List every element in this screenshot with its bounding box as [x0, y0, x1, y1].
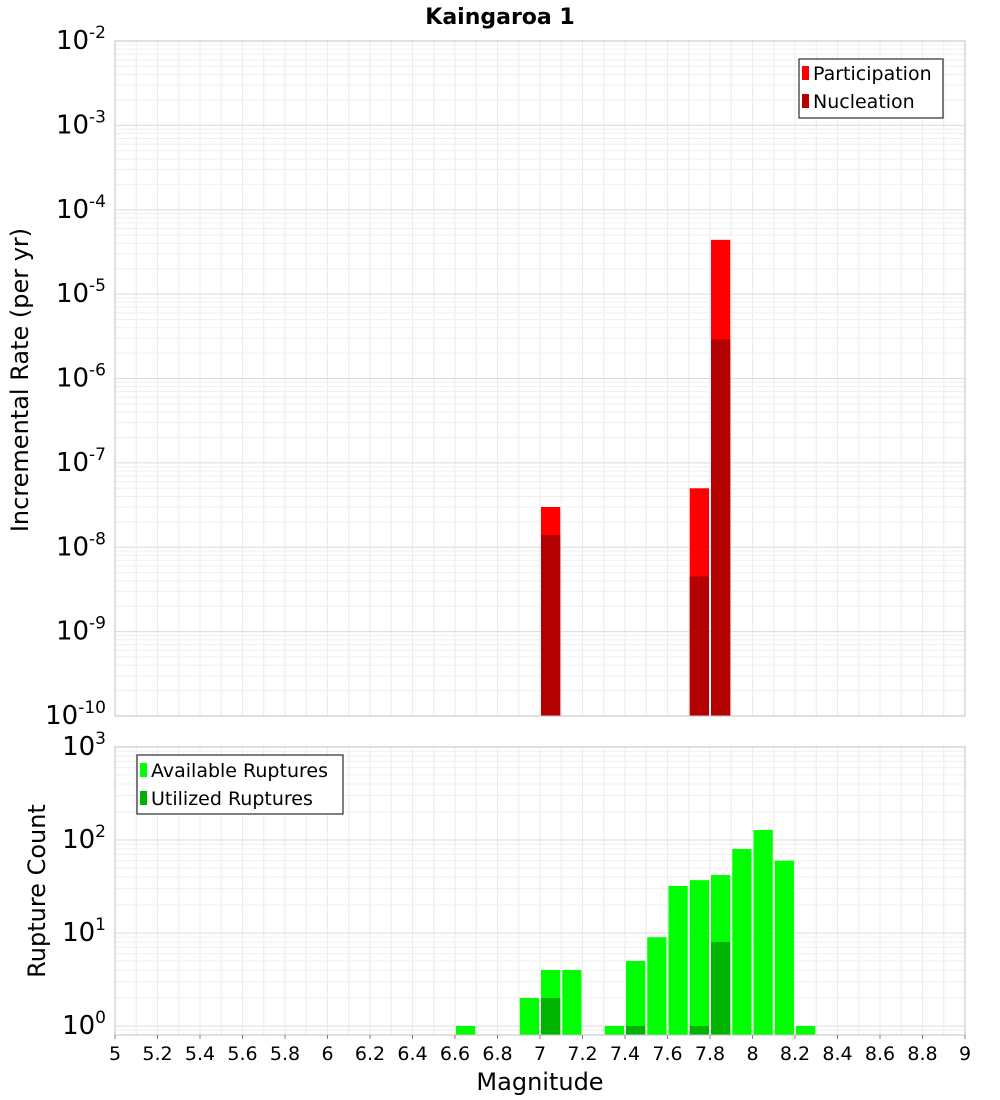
- x-tick-label: 8.4: [822, 1043, 852, 1065]
- count-y-ticks: 100 101 102 103: [62, 729, 106, 1041]
- x-tick-label: 6.2: [355, 1043, 385, 1065]
- legend-label-participation: Participation: [813, 63, 932, 85]
- legend-label-available: Available Ruptures: [151, 760, 328, 782]
- x-tick-label: 6.8: [482, 1043, 512, 1065]
- x-axis-label: Magnitude: [476, 1068, 603, 1096]
- bar-available-ruptures: [732, 849, 752, 1035]
- rate-plot-frame: [114, 40, 966, 717]
- bar-available-ruptures: [774, 860, 794, 1035]
- y-tick-label: 10-10: [45, 698, 106, 731]
- rate-legend: Participation Nucleation: [798, 58, 944, 119]
- bar-available-ruptures: [626, 960, 646, 1035]
- y-tick-label: 10-4: [56, 192, 106, 225]
- y-tick-label: 100: [62, 1008, 106, 1041]
- legend-swatch-utilized: [140, 791, 147, 805]
- y-tick-label: 10-3: [56, 107, 106, 140]
- x-tick-label: 8.8: [907, 1043, 937, 1065]
- bar-available-ruptures: [668, 886, 688, 1035]
- bar-available-ruptures: [456, 1025, 476, 1035]
- x-tick-label: 7: [534, 1043, 546, 1065]
- rate-y-ticks: 10-10 10-9 10-8 10-7 10-6 10-5 10-4 10-3 10-2: [45, 23, 106, 731]
- y-tick-label: 10-8: [56, 529, 106, 562]
- legend-swatch-nucleation: [802, 94, 809, 108]
- bar-utilized-ruptures: [689, 1025, 709, 1035]
- bar-available-ruptures: [604, 1025, 624, 1035]
- y-tick-label: 101: [62, 915, 106, 948]
- x-tick-label: 6.6: [440, 1043, 470, 1065]
- bar-available-ruptures: [796, 1025, 816, 1035]
- x-tick-label: 8.6: [865, 1043, 895, 1065]
- y-tick-label: 10-7: [56, 445, 106, 478]
- x-tick-label: 7.6: [652, 1043, 682, 1065]
- bar-available-ruptures: [519, 997, 539, 1035]
- x-tick-label: 7.4: [610, 1043, 640, 1065]
- x-tick-label: 7.2: [567, 1043, 597, 1065]
- bar-utilized-ruptures: [626, 1025, 646, 1035]
- bar-nucleation: [541, 534, 561, 716]
- y-tick-label: 10-2: [56, 23, 106, 56]
- y-tick-label: 10-5: [56, 276, 106, 309]
- x-tick-label: 8: [746, 1043, 758, 1065]
- bar-nucleation: [711, 339, 731, 716]
- count-legend: Available Ruptures Utilized Ruptures: [136, 754, 344, 815]
- rate-bars: [541, 239, 731, 716]
- count-panel: 100 101 102 103 5 5.2 5.4 5.6 5.8 6 6.2 6.4 6.6 6.8 7…: [23, 729, 971, 1096]
- x-tick-label: 5.2: [142, 1043, 172, 1065]
- legend-swatch-available: [140, 763, 147, 777]
- bar-available-ruptures: [689, 880, 709, 1035]
- x-tick-label: 5.4: [185, 1043, 215, 1065]
- x-tick-label: 8.2: [780, 1043, 810, 1065]
- x-tick-label: 9: [959, 1043, 971, 1065]
- magnitude-x-ticks: 5 5.2 5.4 5.6 5.8 6 6.2 6.4 6.6 6.8 7 7.2 7.4 7.6 7.8 8…: [109, 1035, 971, 1065]
- x-tick-label: 5: [109, 1043, 121, 1065]
- y-tick-label: 10-9: [56, 614, 106, 647]
- legend-label-utilized: Utilized Ruptures: [151, 788, 313, 810]
- x-tick-label: 6.4: [397, 1043, 427, 1065]
- legend-swatch-participation: [802, 66, 809, 80]
- y-tick-label: 103: [62, 729, 106, 762]
- x-tick-label: 5.6: [227, 1043, 257, 1065]
- bar-nucleation: [689, 576, 709, 716]
- bar-utilized-ruptures: [711, 942, 731, 1035]
- rate-panel: 10-10 10-9 10-8 10-7 10-6 10-5 10-4 10-3 10-2 In…: [6, 23, 966, 731]
- count-legend-box: [136, 754, 344, 815]
- y-tick-label: 102: [62, 822, 106, 855]
- count-y-axis-label: Rupture Count: [23, 804, 51, 978]
- x-tick-label: 5.8: [270, 1043, 300, 1065]
- legend-label-nucleation: Nucleation: [813, 91, 915, 113]
- x-tick-label: 7.8: [695, 1043, 725, 1065]
- bar-utilized-ruptures: [541, 997, 561, 1035]
- rate-y-axis-label: Incremental Rate (per yr): [6, 228, 34, 532]
- bar-available-ruptures: [753, 830, 773, 1035]
- chart-title: Kaingaroa 1: [425, 5, 574, 30]
- count-bars: [456, 830, 816, 1035]
- rate-legend-box: [798, 58, 944, 119]
- x-tick-label: 6: [321, 1043, 333, 1065]
- bar-available-ruptures: [562, 969, 582, 1035]
- y-tick-label: 10-6: [56, 361, 106, 394]
- rate-grid: [114, 40, 966, 717]
- bar-available-ruptures: [647, 937, 667, 1035]
